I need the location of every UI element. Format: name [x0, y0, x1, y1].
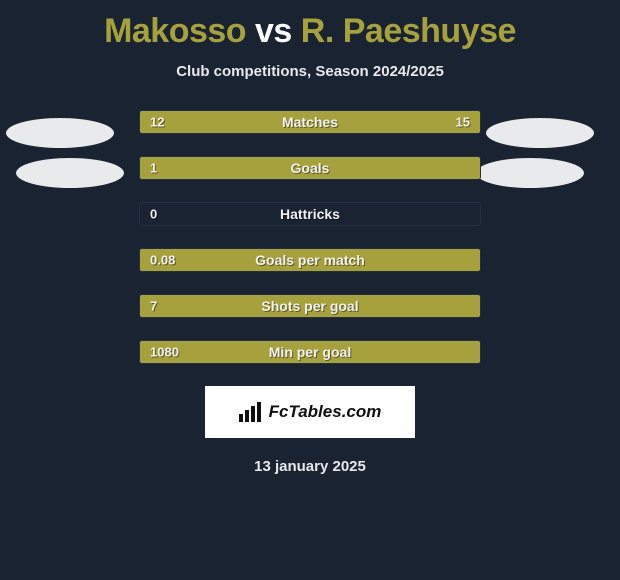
avatar-ellipse — [16, 158, 124, 188]
stat-label: Goals per match — [140, 252, 480, 268]
logo-text: FcTables.com — [269, 402, 382, 422]
avatar-ellipse — [486, 118, 594, 148]
chart-icon — [239, 402, 263, 422]
stat-row: 1080Min per goal — [139, 340, 481, 364]
stat-row: 1215Matches — [139, 110, 481, 134]
stat-label: Min per goal — [140, 344, 480, 360]
avatar-ellipse — [476, 158, 584, 188]
date-text: 13 january 2025 — [0, 458, 620, 475]
stat-label: Hattricks — [140, 206, 480, 222]
stat-label: Matches — [140, 114, 480, 130]
stat-row: 7Shots per goal — [139, 294, 481, 318]
stat-row: 1Goals — [139, 156, 481, 180]
player1-name: Makosso — [104, 12, 246, 50]
stat-label: Goals — [140, 160, 480, 176]
subtitle: Club competitions, Season 2024/2025 — [0, 63, 620, 80]
comparison-title: Makosso vs R. Paeshuyse — [0, 0, 620, 51]
player2-name: R. Paeshuyse — [301, 12, 516, 50]
stat-rows: 1215Matches 1Goals 0Hattricks 0.08Goals per… — [139, 110, 481, 364]
content-area: 1215Matches 1Goals 0Hattricks 0.08Goals per… — [0, 110, 620, 475]
vs-text: vs — [255, 12, 292, 50]
stat-label: Shots per goal — [140, 298, 480, 314]
stat-row: 0Hattricks — [139, 202, 481, 226]
logo-box: FcTables.com — [205, 386, 415, 438]
avatar-ellipse — [6, 118, 114, 148]
stat-row: 0.08Goals per match — [139, 248, 481, 272]
